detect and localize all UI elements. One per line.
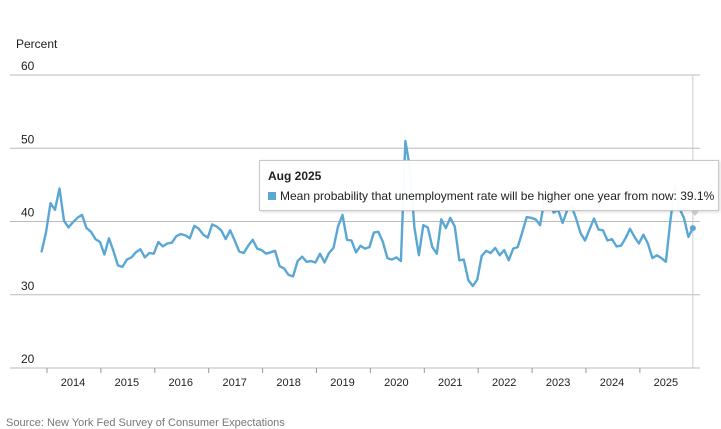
x-tick-label: 2023 xyxy=(546,377,570,389)
y-tick-label: 60 xyxy=(21,59,35,73)
source-note: Source: New York Fed Survey of Consumer … xyxy=(6,417,285,429)
x-tick-label: 2018 xyxy=(276,377,300,389)
tooltip-title: Aug 2025 xyxy=(268,169,322,183)
y-tick-label: 40 xyxy=(21,206,35,220)
x-tick-label: 2017 xyxy=(222,377,246,389)
y-axis-label: Percent xyxy=(16,37,58,51)
tooltip-pointer xyxy=(690,210,700,216)
x-tick-label: 2025 xyxy=(654,377,678,389)
x-tick-label: 2019 xyxy=(330,377,354,389)
x-tick-label: 2016 xyxy=(169,377,193,389)
x-tick-label: 2014 xyxy=(61,377,85,389)
y-tick-label: 20 xyxy=(21,352,35,366)
hover-point xyxy=(689,225,696,232)
legend-swatch xyxy=(268,192,276,200)
tooltip-row: Mean probability that unemployment rate … xyxy=(268,189,714,203)
tooltip-series-label: Mean probability that unemployment rate … xyxy=(280,189,674,203)
series-line xyxy=(40,139,695,288)
axis-ticks: 20 30 40 50 60 2014 2015 2016 2017 2018 2019 2020 20… xyxy=(21,59,678,389)
tooltip-value: 39.1% xyxy=(680,189,715,203)
series-group xyxy=(40,75,696,368)
x-tick-label: 2020 xyxy=(384,377,408,389)
tooltip: Aug 2025 Mean probability that unemploym… xyxy=(259,160,719,211)
x-tick-label: 2015 xyxy=(115,377,139,389)
y-tick-label: 30 xyxy=(21,279,35,293)
x-tick-label: 2024 xyxy=(600,377,624,389)
y-tick-label: 50 xyxy=(21,132,35,146)
x-tick-label: 2022 xyxy=(492,377,516,389)
x-tick-label: 2021 xyxy=(438,377,462,389)
gridlines xyxy=(10,74,700,369)
